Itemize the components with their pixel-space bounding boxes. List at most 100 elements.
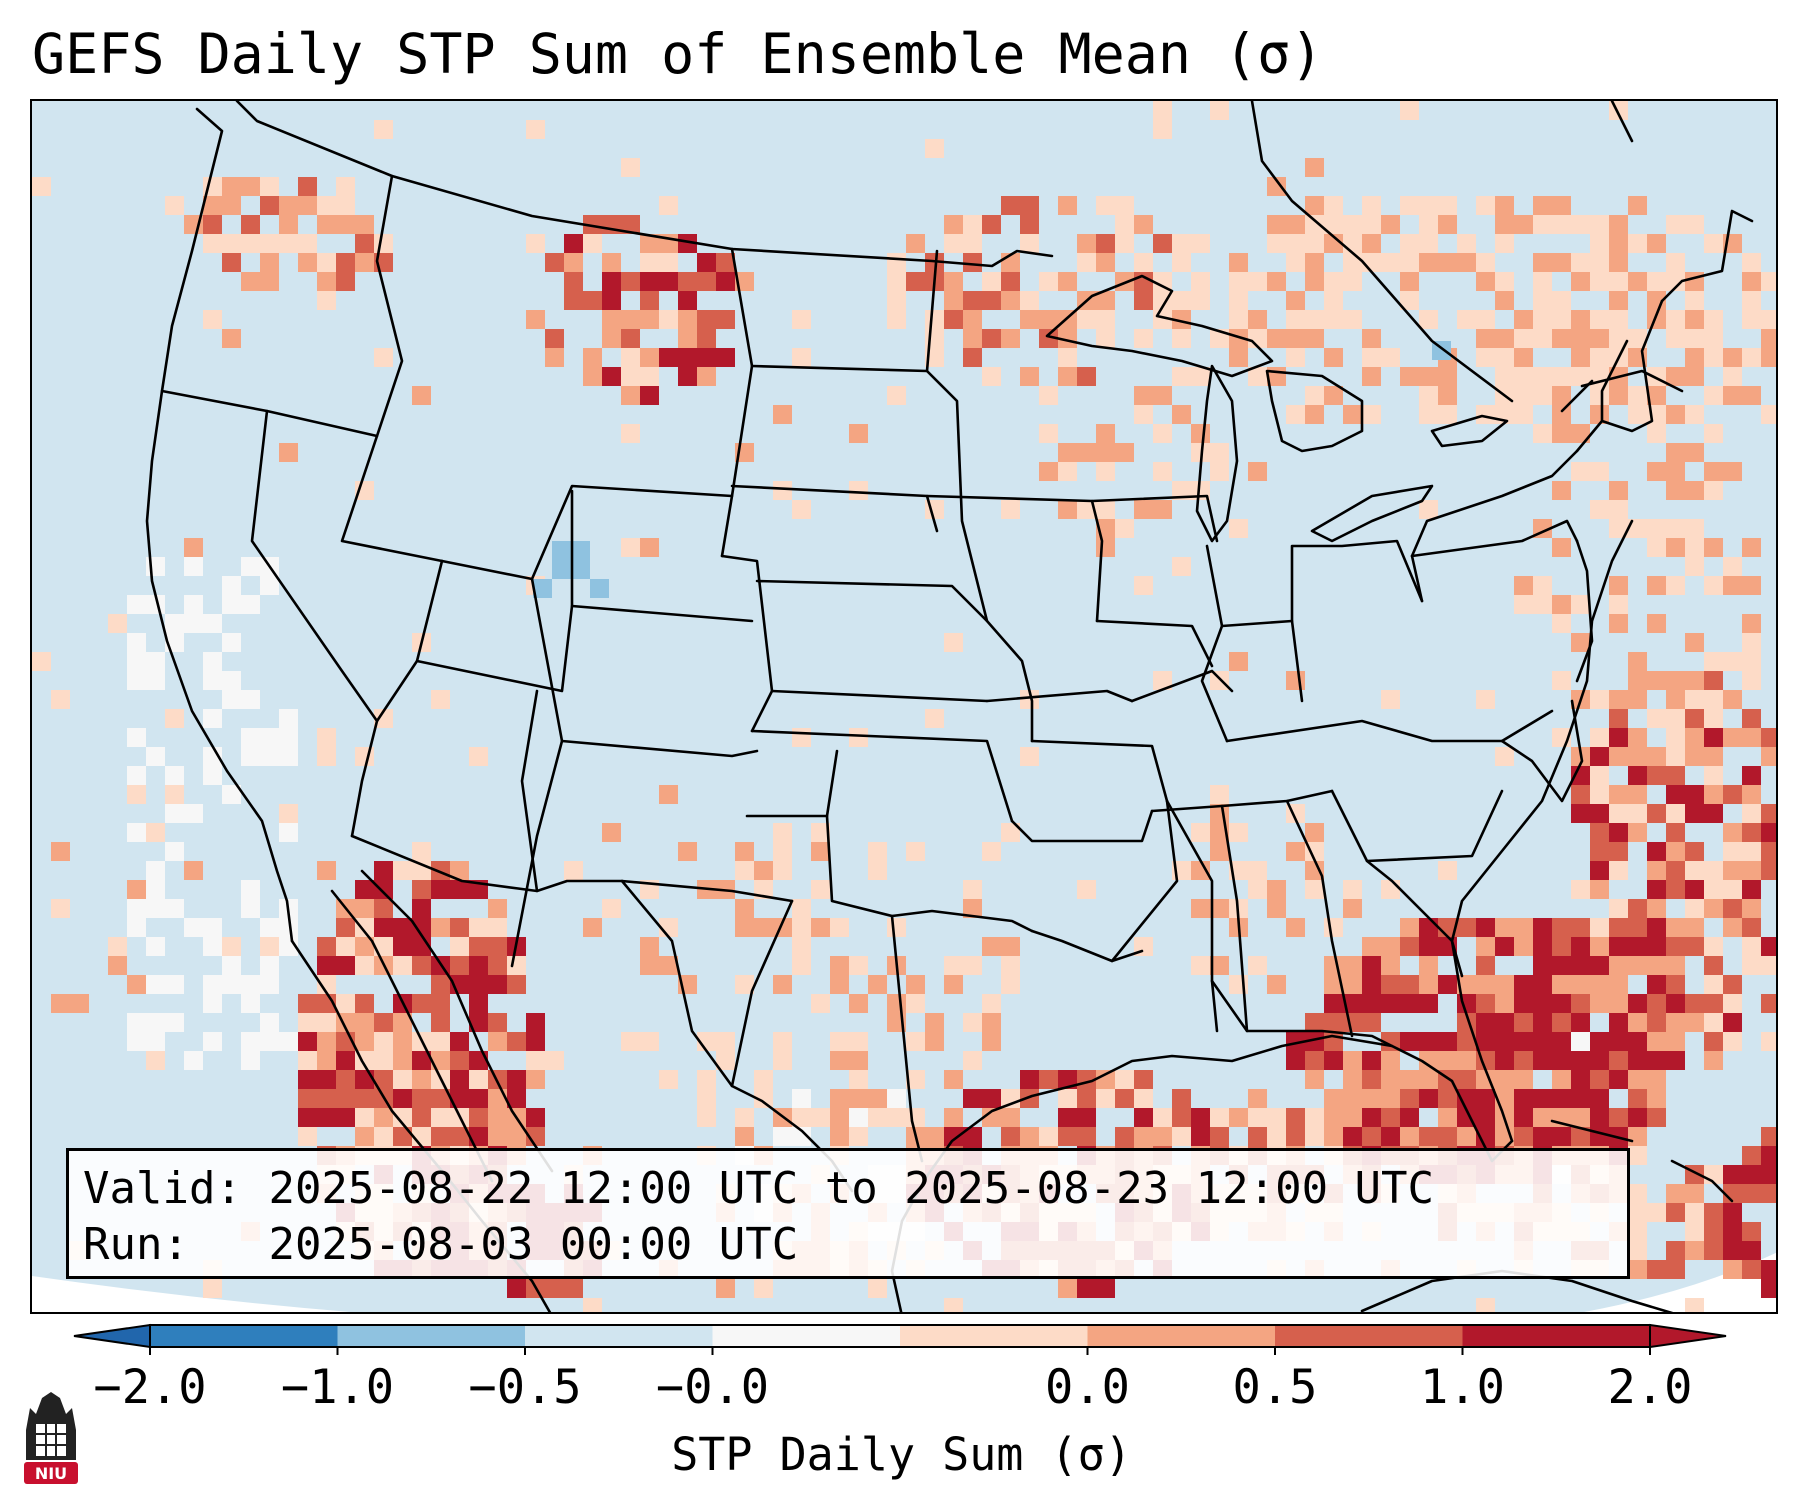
anomaly-cell bbox=[1609, 728, 1628, 747]
anomaly-cell bbox=[1609, 1013, 1628, 1032]
anomaly-cell bbox=[1609, 861, 1628, 880]
anomaly-cell bbox=[1305, 272, 1324, 291]
anomaly-cell bbox=[1704, 728, 1723, 747]
anomaly-cell bbox=[1666, 1241, 1685, 1260]
anomaly-cell bbox=[1723, 652, 1742, 671]
anomaly-cell bbox=[393, 1051, 412, 1070]
anomaly-cell bbox=[146, 861, 165, 880]
anomaly-cell bbox=[317, 272, 336, 291]
anomaly-cell bbox=[659, 785, 678, 804]
anomaly-cell bbox=[1096, 1279, 1115, 1298]
anomaly-cell bbox=[1001, 956, 1020, 975]
anomaly-cell bbox=[1286, 842, 1305, 861]
anomaly-cell bbox=[1324, 348, 1343, 367]
anomaly-cell bbox=[1381, 348, 1400, 367]
anomaly-cell bbox=[1058, 272, 1077, 291]
anomaly-cell bbox=[1362, 975, 1381, 994]
anomaly-cell bbox=[336, 1089, 355, 1108]
anomaly-cell bbox=[1761, 1127, 1776, 1146]
anomaly-cell bbox=[1628, 918, 1647, 937]
anomaly-cell bbox=[602, 310, 621, 329]
anomaly-cell bbox=[1685, 842, 1704, 861]
anomaly-cell bbox=[792, 918, 811, 937]
anomaly-cell bbox=[571, 560, 590, 579]
anomaly-cell bbox=[1419, 918, 1438, 937]
anomaly-cell bbox=[355, 880, 374, 899]
anomaly-cell bbox=[355, 234, 374, 253]
anomaly-cell bbox=[1647, 861, 1666, 880]
anomaly-cell bbox=[374, 1108, 393, 1127]
anomaly-cell bbox=[963, 234, 982, 253]
anomaly-cell bbox=[1343, 1089, 1362, 1108]
anomaly-cell bbox=[944, 1108, 963, 1127]
anomaly-cell bbox=[1742, 1184, 1761, 1203]
anomaly-cell bbox=[1020, 747, 1039, 766]
anomaly-cell bbox=[1647, 747, 1666, 766]
anomaly-cell bbox=[1685, 747, 1704, 766]
anomaly-cell bbox=[1457, 975, 1476, 994]
anomaly-cell bbox=[1609, 614, 1628, 633]
anomaly-cell bbox=[1666, 785, 1685, 804]
anomaly-cell bbox=[849, 994, 868, 1013]
anomaly-cell bbox=[1609, 994, 1628, 1013]
anomaly-cell bbox=[1476, 1013, 1495, 1032]
map-panel[interactable] bbox=[30, 99, 1778, 1314]
anomaly-cell bbox=[1191, 367, 1210, 386]
anomaly-cell bbox=[1058, 329, 1077, 348]
anomaly-cell bbox=[51, 994, 70, 1013]
anomaly-cell bbox=[526, 1108, 545, 1127]
anomaly-cell bbox=[184, 595, 203, 614]
anomaly-cell bbox=[1305, 1127, 1324, 1146]
anomaly-cell bbox=[716, 1032, 735, 1051]
anomaly-cell bbox=[1248, 1089, 1267, 1108]
anomaly-cell bbox=[716, 253, 735, 272]
anomaly-cell bbox=[1096, 234, 1115, 253]
anomaly-cell bbox=[127, 1032, 146, 1051]
anomaly-cell bbox=[1571, 1070, 1590, 1089]
anomaly-cell bbox=[1571, 937, 1590, 956]
anomaly-cell bbox=[906, 272, 925, 291]
anomaly-cell bbox=[1324, 1032, 1343, 1051]
run-label: Run: bbox=[83, 1219, 189, 1270]
anomaly-cell bbox=[1552, 1070, 1571, 1089]
anomaly-cell bbox=[1438, 367, 1457, 386]
anomaly-cell bbox=[621, 329, 640, 348]
anomaly-cell bbox=[1514, 348, 1533, 367]
anomaly-cell bbox=[1153, 424, 1172, 443]
anomaly-cell bbox=[1571, 918, 1590, 937]
anomaly-cell bbox=[1685, 519, 1704, 538]
anomaly-cell bbox=[1590, 405, 1609, 424]
anomaly-cell bbox=[1324, 196, 1343, 215]
anomaly-cell bbox=[811, 823, 830, 842]
anomaly-cell bbox=[1191, 234, 1210, 253]
anomaly-cell bbox=[1077, 1127, 1096, 1146]
anomaly-cell bbox=[1571, 633, 1590, 652]
anomaly-cell bbox=[1761, 861, 1776, 880]
anomaly-cell bbox=[849, 1032, 868, 1051]
anomaly-cell bbox=[1286, 1032, 1305, 1051]
anomaly-cell bbox=[1761, 823, 1776, 842]
anomaly-cell bbox=[1096, 1089, 1115, 1108]
anomaly-cell bbox=[1609, 747, 1628, 766]
anomaly-cell bbox=[1628, 728, 1647, 747]
anomaly-cell bbox=[222, 196, 241, 215]
anomaly-cell bbox=[241, 595, 260, 614]
anomaly-cell bbox=[1704, 975, 1723, 994]
anomaly-cell bbox=[1400, 975, 1419, 994]
anomaly-cell bbox=[393, 918, 412, 937]
anomaly-cell bbox=[1609, 272, 1628, 291]
anomaly-cell bbox=[1666, 1203, 1685, 1222]
anomaly-cell bbox=[412, 1108, 431, 1127]
anomaly-cell bbox=[1039, 329, 1058, 348]
anomaly-cell bbox=[241, 880, 260, 899]
anomaly-cell bbox=[1153, 386, 1172, 405]
anomaly-cell bbox=[488, 1108, 507, 1127]
anomaly-cell bbox=[279, 804, 298, 823]
anomaly-cell bbox=[1571, 367, 1590, 386]
anomaly-cell bbox=[1134, 329, 1153, 348]
anomaly-cell bbox=[1647, 842, 1666, 861]
anomaly-cell bbox=[887, 994, 906, 1013]
anomaly-cell bbox=[1248, 462, 1267, 481]
colorbar-tick-label: 1.0 bbox=[1420, 1360, 1505, 1415]
anomaly-cell bbox=[317, 728, 336, 747]
